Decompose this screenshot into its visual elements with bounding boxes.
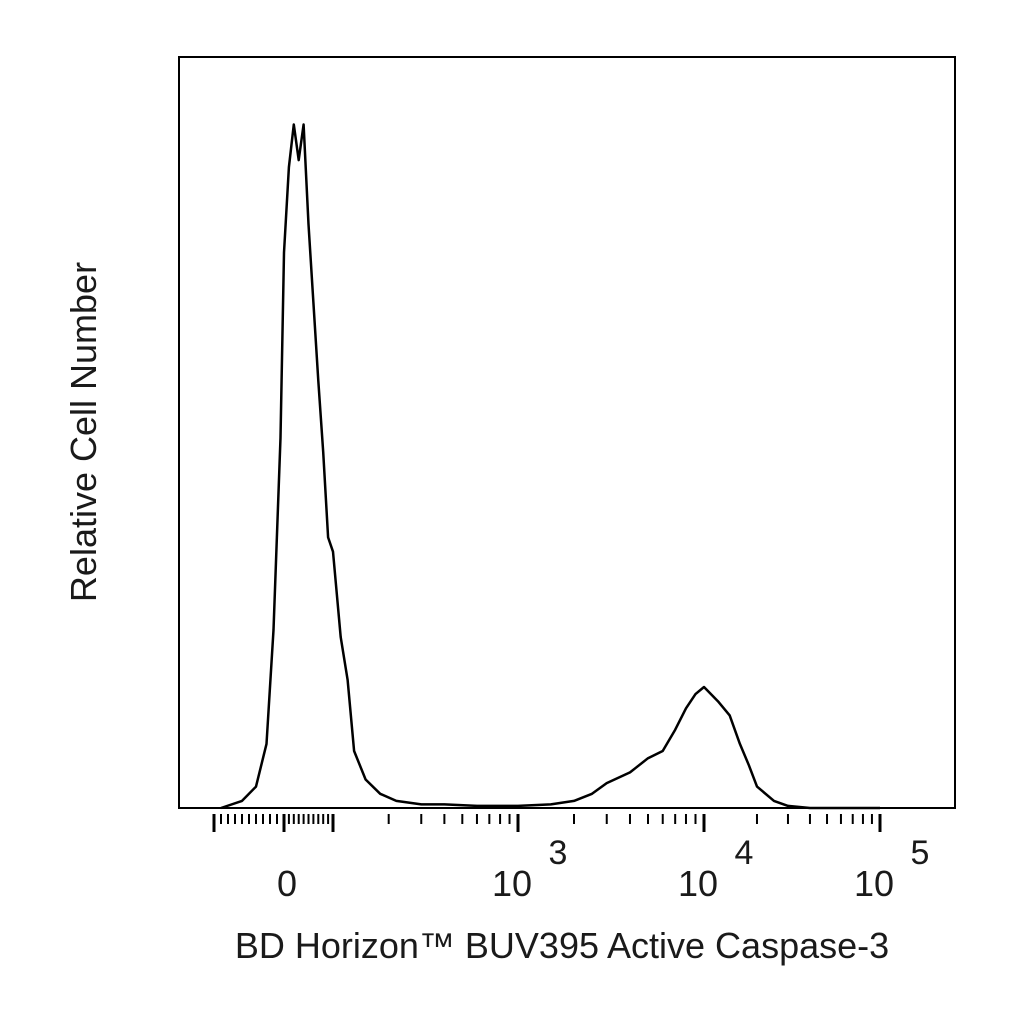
x-tick-exponent-10000: 4 <box>735 834 754 872</box>
x-tick-label-0: 0 <box>277 863 297 904</box>
x-axis-ticks <box>212 814 882 832</box>
y-axis-title: Relative Cell Number <box>63 262 104 602</box>
x-tick-label-1000: 10 <box>492 863 532 904</box>
x-axis-title: BD Horizon™ BUV395 Active Caspase-3 <box>235 925 889 966</box>
x-tick-exponent-1000: 3 <box>549 834 568 872</box>
series-line <box>220 123 880 810</box>
x-tick-exponent-100000: 5 <box>911 834 930 872</box>
x-tick-label-10000: 10 <box>678 863 718 904</box>
x-tick-label-100000: 10 <box>854 863 894 904</box>
x-axis-tick-labels: 0 10 3 10 4 10 5 <box>277 834 929 904</box>
plot-frame <box>178 56 956 809</box>
